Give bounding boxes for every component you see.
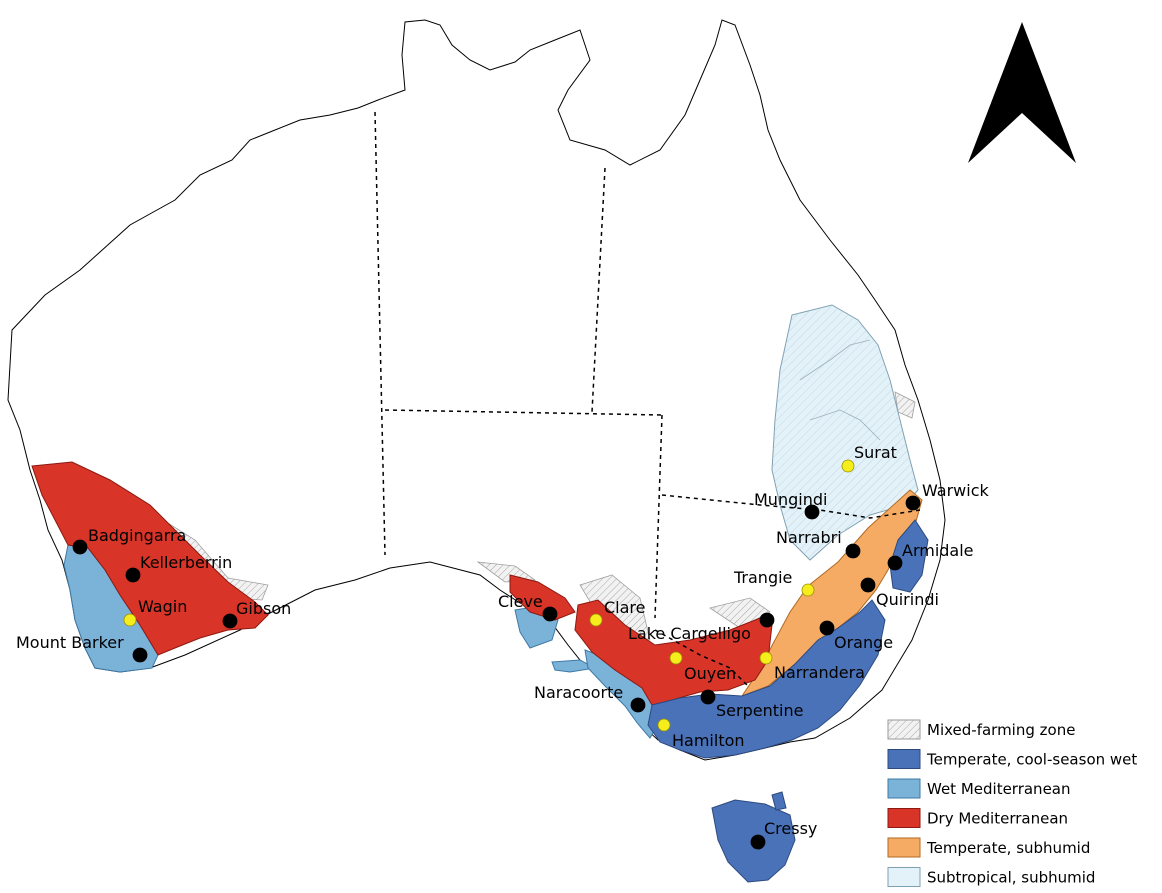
- site-label: Ouyen: [684, 664, 736, 683]
- site-label: Serpentine: [716, 701, 803, 720]
- site-label: Kellerberrin: [140, 553, 232, 572]
- state-borders: [374, 111, 921, 687]
- zone-subtropical-hatch: [772, 305, 918, 560]
- site-marker: [759, 612, 775, 628]
- site-marker: [542, 606, 558, 622]
- site-marker: [860, 577, 876, 593]
- mainland-outline: [7, 19, 946, 761]
- site-marker: [630, 697, 646, 713]
- site-marker: [700, 689, 716, 705]
- legend-label-wet-med: Wet Mediterranean: [927, 780, 1071, 798]
- site-marker: [669, 651, 683, 665]
- site-marker: [804, 504, 820, 520]
- legend-swatch-dry-med: [887, 808, 921, 828]
- legend-swatch-mixed: [887, 719, 921, 740]
- site-label: Gibson: [236, 599, 291, 618]
- zone-mixed-area: [894, 391, 916, 419]
- site-label: Clare: [604, 598, 646, 617]
- site-marker: [905, 495, 921, 511]
- sites-layer: Badgingarra Kellerberrin Wagin Gibson Mount …: [16, 443, 990, 850]
- site-label: Trangie: [733, 568, 792, 587]
- site-label: Surat: [854, 443, 897, 462]
- legend-label-subtropical-sub: Subtropical, subhumid: [927, 869, 1095, 887]
- island-outline: [551, 659, 597, 673]
- legend-swatch-subtropical-sub: [887, 867, 921, 887]
- site-label: Cleve: [498, 592, 543, 611]
- legend-label-dry-med: Dry Mediterranean: [927, 810, 1068, 828]
- site-marker: [589, 613, 603, 627]
- north-arrow-icon: [968, 22, 1076, 163]
- site-label: Quirindi: [876, 590, 939, 609]
- site-marker: [72, 539, 88, 555]
- legend-swatch-temperate-cool: [887, 749, 921, 769]
- legend-label-mixed: Mixed-farming zone: [927, 721, 1075, 739]
- site-label: Narrabri: [776, 528, 842, 547]
- site-label: Naracoorte: [534, 683, 623, 702]
- site-marker: [841, 459, 855, 473]
- site-label: Cressy: [764, 819, 817, 838]
- site-label: Armidale: [902, 541, 974, 560]
- site-marker: [845, 543, 861, 559]
- site-label: Narrandera: [774, 663, 865, 682]
- site-label: Lake Cargelligo: [628, 624, 751, 643]
- site-marker: [759, 651, 773, 665]
- legend-label-temperate-cool: Temperate, cool-season wet: [926, 751, 1137, 769]
- site-marker: [132, 647, 148, 663]
- legend: Mixed-farming zone Temperate, cool-season…: [887, 719, 1137, 887]
- site-label: Wagin: [138, 597, 187, 616]
- site-label: Mungindi: [754, 490, 827, 509]
- legend-label-temperate-sub: Temperate, subhumid: [926, 839, 1090, 857]
- zone-dry-med-area: [509, 574, 576, 621]
- site-marker: [750, 834, 766, 850]
- site-marker: [819, 620, 835, 636]
- site-marker: [887, 555, 903, 571]
- zone-mixed-area: [476, 561, 537, 583]
- site-label: Orange: [834, 633, 893, 652]
- zone-subregion-boundary: [799, 339, 881, 441]
- site-label: Warwick: [922, 481, 990, 500]
- zone-mixed-area: [709, 597, 771, 629]
- site-marker: [801, 583, 815, 597]
- site-marker: [222, 613, 238, 629]
- legend-swatch-wet-med: [887, 778, 921, 799]
- legend-swatch-temperate-sub: [887, 837, 921, 858]
- island-outline: [771, 791, 787, 811]
- site-label: Badgingarra: [88, 526, 186, 545]
- site-marker: [657, 718, 671, 732]
- zone-temperate-cool-area: [647, 599, 886, 759]
- site-marker: [123, 613, 137, 627]
- site-label: Hamilton: [672, 731, 745, 750]
- site-label: Mount Barker: [16, 633, 124, 652]
- site-marker: [125, 567, 141, 583]
